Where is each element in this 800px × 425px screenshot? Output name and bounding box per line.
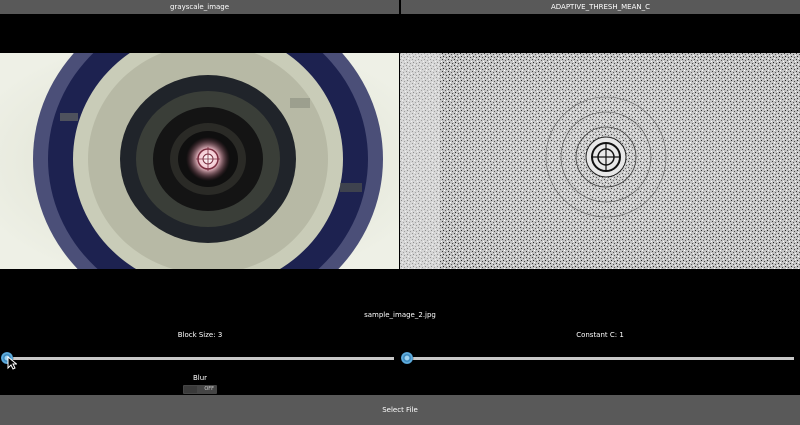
select-file-button[interactable]: Select File xyxy=(0,395,800,425)
blur-toggle-switch[interactable]: OFF xyxy=(183,385,217,394)
block-size-label: Block Size: 3 xyxy=(177,331,223,339)
constant-c-label: Constant C: 1 xyxy=(576,331,624,339)
grayscale-image-view xyxy=(0,53,399,269)
grayscale-image xyxy=(0,53,399,269)
constant-c-slider[interactable] xyxy=(408,357,794,360)
blur-label: Blur xyxy=(192,374,208,382)
threshold-image-view xyxy=(400,53,800,269)
file-name-label: sample_image_2.jpg xyxy=(364,311,436,319)
mouse-cursor-icon xyxy=(7,356,17,370)
tab-grayscale-image[interactable]: grayscale_image xyxy=(0,0,399,14)
constant-c-slider-handle[interactable] xyxy=(401,352,413,364)
tab-adaptive-thresh-mean-c[interactable]: ADAPTIVE_THRESH_MEAN_C xyxy=(401,0,800,14)
blur-toggle-thumb xyxy=(184,386,197,393)
blur-toggle-state: OFF xyxy=(204,386,214,392)
block-size-slider[interactable] xyxy=(8,357,394,360)
threshold-image xyxy=(400,53,800,269)
